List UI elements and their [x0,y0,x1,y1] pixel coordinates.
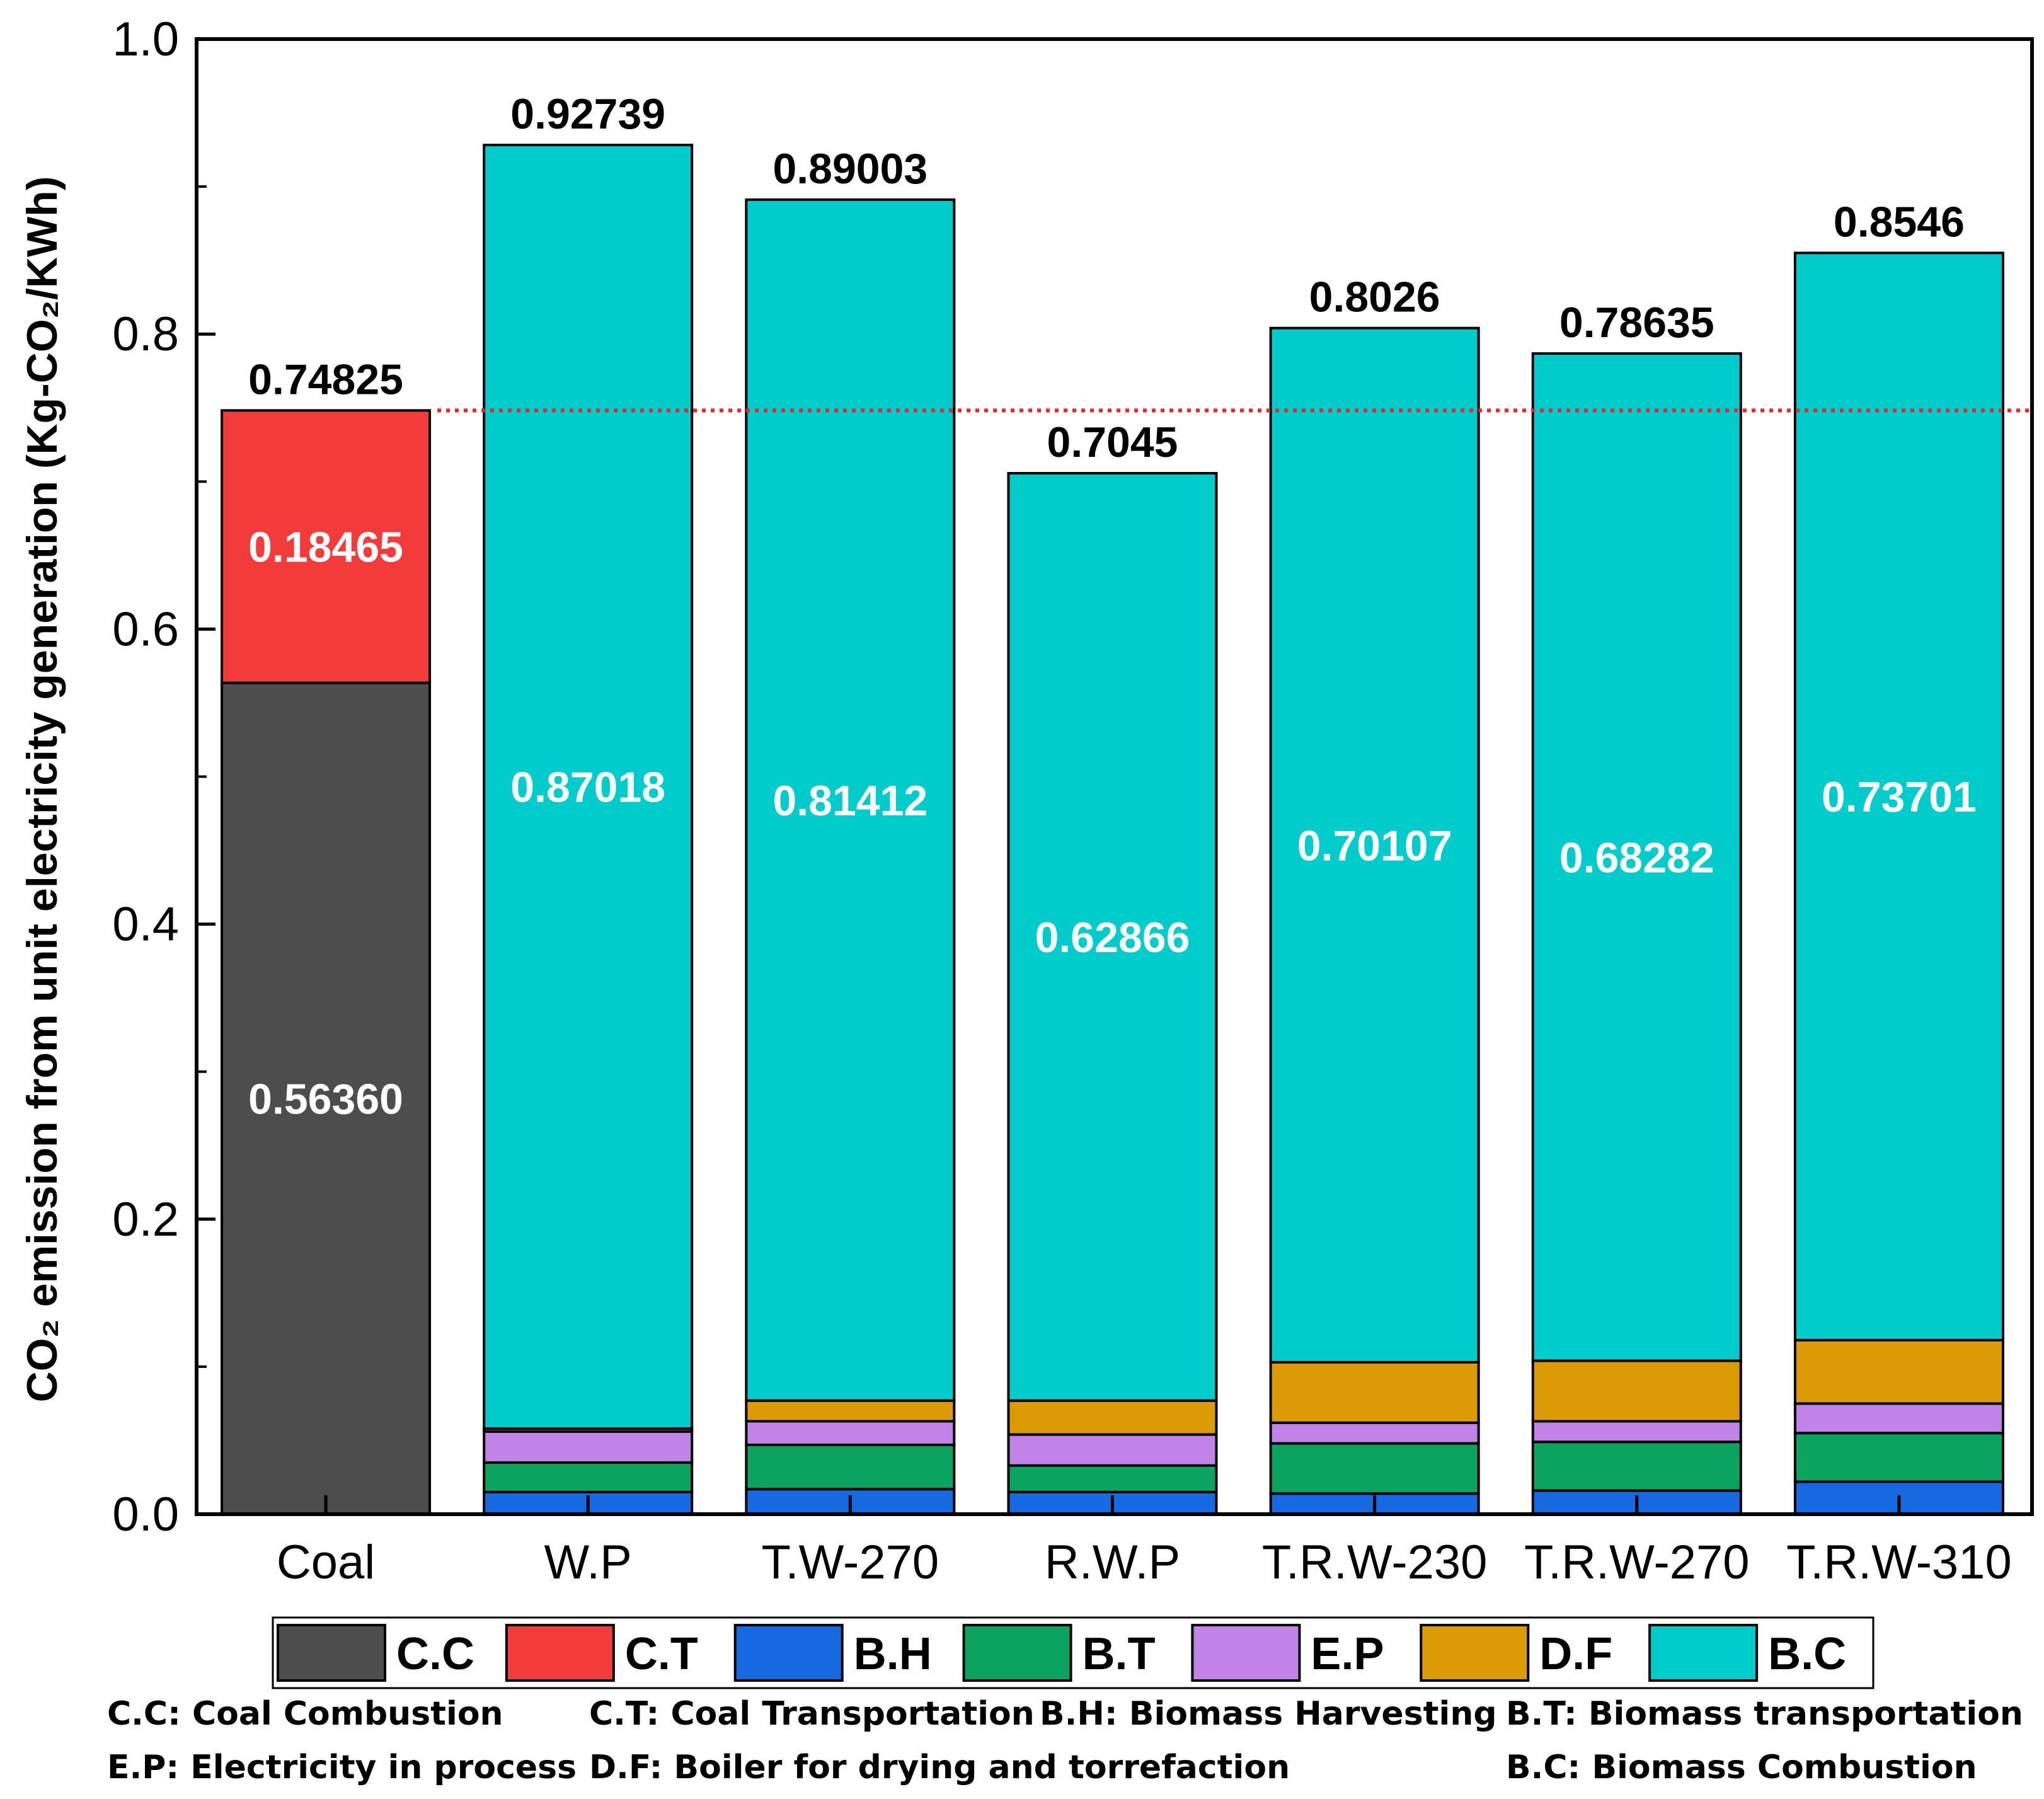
legend-swatch-ep [1191,1624,1301,1682]
segment-value-label: 0.81412 [772,777,927,825]
x-tick-label: W.P [544,1536,632,1589]
segment-value-label: 0.18465 [248,523,403,571]
legend-swatch-bc [1648,1624,1759,1682]
bar-segment-ep [745,1420,956,1446]
bar-total-label: 0.7045 [1047,418,1178,466]
bar-segment-bc [1007,472,1218,1402]
note-ct: C.T: Coal Transportation [589,1695,1035,1733]
note-cc: C.C: Coal Combustion [107,1695,503,1733]
bar-total-label: 0.8026 [1309,273,1440,321]
bar-segment-bc [483,144,694,1430]
legend-swatch-cc [277,1624,386,1682]
y-tick-label: 0.6 [112,602,179,656]
note-df: D.F: Boiler for drying and torrefaction [589,1749,1290,1786]
bar-segment-bt [1007,1464,1218,1493]
legend-label: B.C [1768,1629,1846,1679]
bar-segment-bc [1269,326,1480,1364]
note-bc: B.C: Biomass Combustion [1506,1749,1977,1786]
bar-total-label: 0.78635 [1559,299,1714,347]
segment-value-label: 0.70107 [1297,822,1452,870]
plot-frame [195,37,2034,1516]
note-bh: B.H: Biomass Harvesting [1040,1695,1497,1733]
segment-value-label: 0.56360 [248,1075,403,1123]
bar-segment-bt [1531,1440,1742,1492]
bar-segment-bt [1793,1432,2004,1483]
segment-value-label: 0.62866 [1035,914,1190,962]
bar-segment-ep [483,1430,694,1464]
legend-label: E.P [1311,1629,1384,1679]
legend-label: D.F [1539,1629,1612,1679]
legend-label: C.C [396,1629,474,1679]
x-tick-label: T.R.W-310 [1786,1536,2012,1589]
bar-segment-df [1531,1359,1742,1423]
x-tick-label: Coal [277,1536,375,1589]
segment-value-label: 0.73701 [1822,773,1977,821]
note-ep: E.P: Electricity in process [107,1749,577,1786]
bar-segment-bt [745,1443,956,1491]
bar-segment-ep [1793,1402,2004,1435]
bar-total-label: 0.74825 [248,355,403,403]
bar-segment-ep [1269,1421,1480,1445]
x-tick-label: T.R.W-270 [1524,1536,1750,1589]
bar-segment-ep [1007,1433,1218,1467]
bar-segment-df [745,1399,956,1423]
x-tick-label: T.W-270 [762,1536,939,1589]
segment-value-label: 0.68282 [1559,834,1714,882]
bar-segment-cc [221,681,432,1515]
bar-segment-ep [1531,1420,1742,1444]
bar-total-label: 0.92739 [510,90,665,138]
legend-label: C.T [625,1629,698,1679]
y-tick-label: 0.8 [112,307,179,361]
legend-label: B.H [854,1629,932,1679]
bar-segment-df [1793,1338,2004,1405]
x-tick-label: R.W.P [1045,1536,1180,1589]
bar-segment-bt [1269,1442,1480,1495]
bar-segment-bc [1531,352,1742,1362]
y-tick-label: 0.2 [112,1193,179,1246]
bar-segment-bt [483,1461,694,1493]
bar-total-label: 0.8546 [1834,198,1965,246]
bar-segment-df [1269,1360,1480,1424]
y-tick-label: 0.0 [112,1488,179,1541]
legend-swatch-ct [505,1624,615,1682]
legend-swatch-df [1420,1624,1530,1682]
legend-label: B.T [1082,1629,1156,1679]
bar-total-label: 0.89003 [772,145,927,193]
segment-value-label: 0.87018 [510,764,665,812]
x-tick-label: T.R.W-230 [1262,1536,1488,1589]
bar-segment-ct [221,409,432,684]
y-tick-label: 1.0 [112,13,179,66]
y-axis-label: CO₂ emission from unit electricity gener… [18,176,66,1403]
bar-segment-df [1007,1399,1218,1436]
bar-segment-bc [745,198,956,1402]
legend-swatch-bh [733,1624,844,1682]
bar-segment-bc [1793,251,2004,1342]
legend-swatch-bt [962,1624,1072,1682]
y-tick-label: 0.4 [112,898,179,951]
note-bt: B.T: Biomass transportation [1506,1695,2023,1733]
